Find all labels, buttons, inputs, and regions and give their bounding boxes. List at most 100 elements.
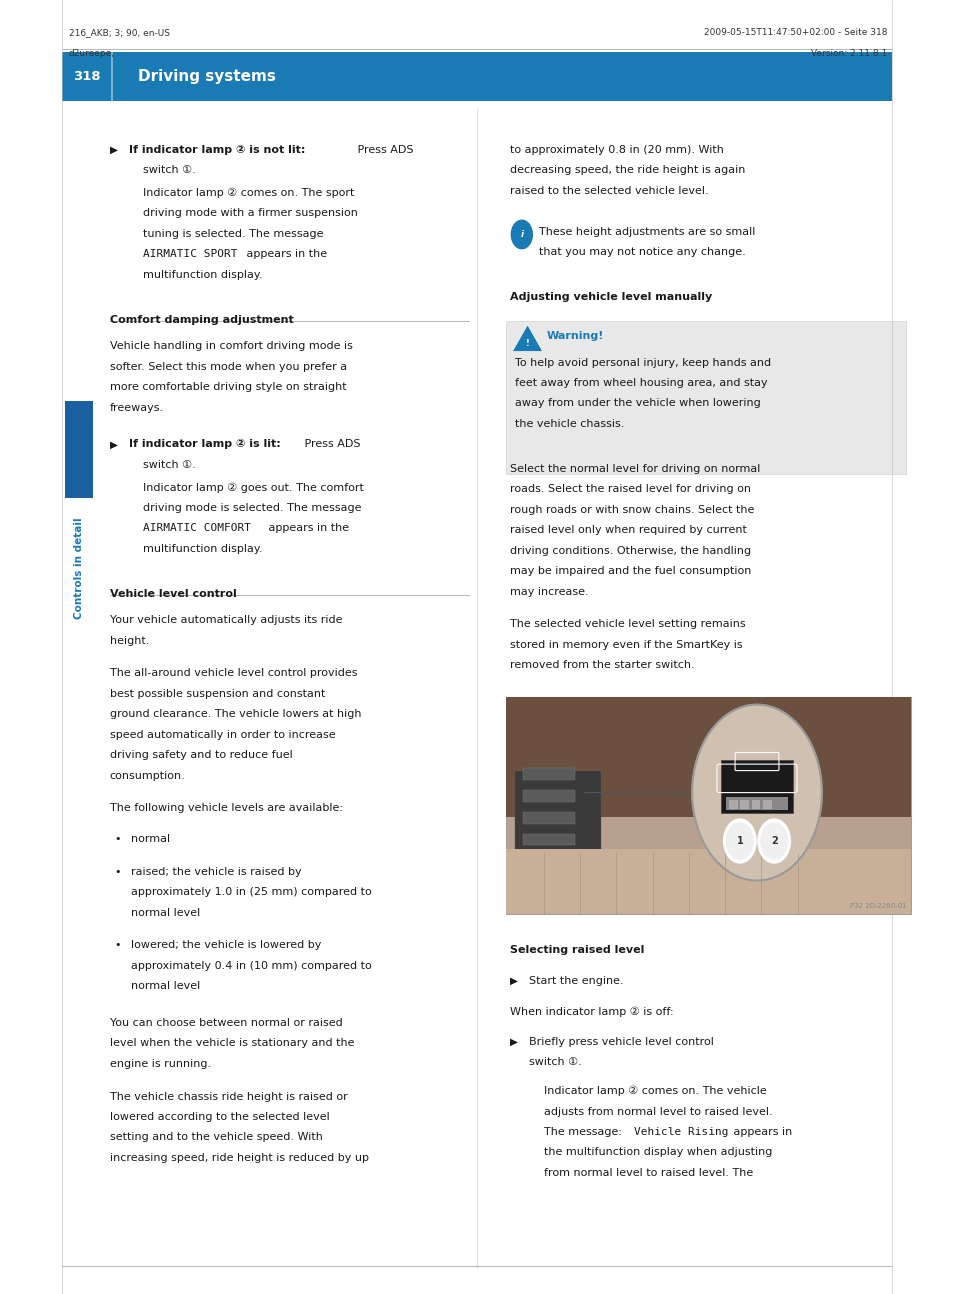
Text: increasing speed, ride height is reduced by up: increasing speed, ride height is reduced… bbox=[110, 1153, 368, 1163]
Text: The message:: The message: bbox=[543, 1127, 624, 1137]
Text: normal level: normal level bbox=[131, 907, 200, 917]
Circle shape bbox=[511, 220, 532, 248]
Text: ▶: ▶ bbox=[110, 440, 117, 449]
Text: ▶: ▶ bbox=[510, 976, 517, 986]
Text: speed automatically in order to increase: speed automatically in order to increase bbox=[110, 730, 335, 740]
Text: rough roads or with snow chains. Select the: rough roads or with snow chains. Select … bbox=[510, 505, 754, 515]
Bar bbox=[740, 800, 748, 809]
Text: freeways.: freeways. bbox=[110, 402, 164, 413]
Text: Vehicle handling in comfort driving mode is: Vehicle handling in comfort driving mode… bbox=[110, 342, 353, 351]
Bar bbox=[505, 697, 910, 817]
Text: appears in the: appears in the bbox=[265, 523, 349, 533]
Text: the multifunction display when adjusting: the multifunction display when adjusting bbox=[543, 1148, 771, 1157]
Bar bbox=[725, 797, 787, 810]
Text: If indicator lamp ② is not lit:: If indicator lamp ② is not lit: bbox=[129, 145, 305, 155]
Text: raised; the vehicle is raised by: raised; the vehicle is raised by bbox=[131, 867, 301, 876]
Text: Version: 2.11.8.1: Version: 2.11.8.1 bbox=[810, 49, 886, 58]
Text: stored in memory even if the SmartKey is: stored in memory even if the SmartKey is bbox=[510, 639, 742, 650]
Bar bbox=[505, 849, 910, 915]
Circle shape bbox=[723, 819, 755, 863]
Text: the vehicle chassis.: the vehicle chassis. bbox=[515, 419, 624, 428]
Text: consumption.: consumption. bbox=[110, 770, 185, 780]
Text: switch ①.: switch ①. bbox=[143, 166, 195, 176]
Text: If indicator lamp ② is lit:: If indicator lamp ② is lit: bbox=[129, 440, 280, 449]
Text: !: ! bbox=[525, 339, 529, 348]
Text: setting and to the vehicle speed. With: setting and to the vehicle speed. With bbox=[110, 1132, 322, 1143]
Text: softer. Select this mode when you prefer a: softer. Select this mode when you prefer… bbox=[110, 361, 347, 371]
Text: raised level only when required by current: raised level only when required by curre… bbox=[510, 525, 746, 536]
Text: driving mode is selected. The message: driving mode is selected. The message bbox=[143, 503, 361, 512]
Text: appears in: appears in bbox=[729, 1127, 791, 1137]
Text: AIRMATIC COMFORT: AIRMATIC COMFORT bbox=[143, 523, 251, 533]
Text: normal: normal bbox=[131, 833, 170, 844]
Text: may be impaired and the fuel consumption: may be impaired and the fuel consumption bbox=[510, 565, 751, 576]
Text: adjusts from normal level to raised level.: adjusts from normal level to raised leve… bbox=[543, 1106, 772, 1117]
Bar bbox=[522, 833, 575, 845]
Text: Vehicle level control: Vehicle level control bbox=[110, 589, 236, 599]
Text: that you may not notice any change.: that you may not notice any change. bbox=[538, 247, 745, 258]
Bar bbox=[751, 800, 760, 809]
Text: may increase.: may increase. bbox=[510, 586, 588, 597]
Text: P32 2D-2260-01: P32 2D-2260-01 bbox=[849, 903, 905, 910]
Text: Adjusting vehicle level manually: Adjusting vehicle level manually bbox=[510, 292, 712, 302]
Text: ground clearance. The vehicle lowers at high: ground clearance. The vehicle lowers at … bbox=[110, 709, 361, 719]
Text: Press ADS: Press ADS bbox=[300, 440, 359, 449]
Text: The following vehicle levels are available:: The following vehicle levels are availab… bbox=[110, 804, 342, 813]
Text: Vehicle Rising: Vehicle Rising bbox=[634, 1127, 728, 1137]
Text: switch ①.: switch ①. bbox=[529, 1057, 581, 1068]
Text: Comfort damping adjustment: Comfort damping adjustment bbox=[110, 314, 294, 325]
Text: Indicator lamp ② comes on. The vehicle: Indicator lamp ② comes on. The vehicle bbox=[543, 1086, 765, 1096]
Text: Indicator lamp ② comes on. The sport: Indicator lamp ② comes on. The sport bbox=[143, 188, 355, 198]
Text: multifunction display.: multifunction display. bbox=[143, 543, 262, 554]
Text: approximately 1.0 in (25 mm) compared to: approximately 1.0 in (25 mm) compared to bbox=[131, 888, 371, 897]
Text: 1: 1 bbox=[736, 836, 742, 846]
Text: Driving systems: Driving systems bbox=[138, 69, 276, 84]
Text: Your vehicle automatically adjusts its ride: Your vehicle automatically adjusts its r… bbox=[110, 615, 342, 625]
Text: driving mode with a firmer suspension: driving mode with a firmer suspension bbox=[143, 208, 357, 219]
Text: Start the engine.: Start the engine. bbox=[529, 976, 623, 986]
Text: switch ①.: switch ①. bbox=[143, 459, 195, 470]
Text: d2ureepe,: d2ureepe, bbox=[69, 49, 114, 58]
Bar bbox=[65, 401, 93, 498]
Circle shape bbox=[692, 705, 821, 881]
Text: driving safety and to reduce fuel: driving safety and to reduce fuel bbox=[110, 751, 293, 760]
Text: 2009-05-15T11:47:50+02:00 - Seite 318: 2009-05-15T11:47:50+02:00 - Seite 318 bbox=[703, 28, 886, 38]
Text: more comfortable driving style on straight: more comfortable driving style on straig… bbox=[110, 382, 346, 392]
Text: roads. Select the raised level for driving on: roads. Select the raised level for drivi… bbox=[510, 484, 751, 494]
Text: raised to the selected vehicle level.: raised to the selected vehicle level. bbox=[510, 186, 708, 195]
Text: •: • bbox=[114, 867, 121, 876]
Text: Select the normal level for driving on normal: Select the normal level for driving on n… bbox=[510, 463, 760, 474]
Text: Briefly press vehicle level control: Briefly press vehicle level control bbox=[529, 1036, 714, 1047]
Text: to approximately 0.8 in (20 mm). With: to approximately 0.8 in (20 mm). With bbox=[510, 145, 723, 155]
Text: Press ADS: Press ADS bbox=[354, 145, 413, 155]
Circle shape bbox=[758, 819, 789, 863]
Text: ▶: ▶ bbox=[110, 145, 117, 155]
Text: Selecting raised level: Selecting raised level bbox=[510, 945, 644, 955]
Polygon shape bbox=[512, 325, 542, 352]
Text: Indicator lamp ② goes out. The comfort: Indicator lamp ② goes out. The comfort bbox=[143, 483, 364, 493]
Text: height.: height. bbox=[110, 635, 149, 646]
Text: •: • bbox=[114, 941, 121, 950]
Text: removed from the starter switch.: removed from the starter switch. bbox=[510, 660, 695, 670]
Text: feet away from wheel housing area, and stay: feet away from wheel housing area, and s… bbox=[515, 378, 767, 388]
Text: engine is running.: engine is running. bbox=[110, 1058, 211, 1069]
Text: from normal level to raised level. The: from normal level to raised level. The bbox=[543, 1168, 752, 1178]
Text: Warning!: Warning! bbox=[546, 331, 603, 342]
Text: These height adjustments are so small: These height adjustments are so small bbox=[538, 226, 755, 237]
Circle shape bbox=[760, 823, 787, 859]
Text: When indicator lamp ② is off:: When indicator lamp ② is off: bbox=[510, 1007, 674, 1017]
Text: best possible suspension and constant: best possible suspension and constant bbox=[110, 688, 325, 699]
Bar bbox=[522, 789, 575, 801]
Text: ▶: ▶ bbox=[510, 1036, 517, 1047]
Text: lowered according to the selected level: lowered according to the selected level bbox=[110, 1112, 329, 1122]
Bar bbox=[762, 800, 771, 809]
Bar bbox=[505, 697, 910, 915]
Text: 318: 318 bbox=[73, 70, 100, 83]
Text: To help avoid personal injury, keep hands and: To help avoid personal injury, keep hand… bbox=[515, 357, 770, 367]
Bar bbox=[515, 771, 600, 854]
Text: approximately 0.4 in (10 mm) compared to: approximately 0.4 in (10 mm) compared to bbox=[131, 960, 371, 970]
Bar bbox=[522, 811, 575, 823]
Text: AIRMATIC SPORT: AIRMATIC SPORT bbox=[143, 250, 237, 259]
Bar bbox=[728, 800, 737, 809]
Text: decreasing speed, the ride height is again: decreasing speed, the ride height is aga… bbox=[510, 166, 745, 176]
